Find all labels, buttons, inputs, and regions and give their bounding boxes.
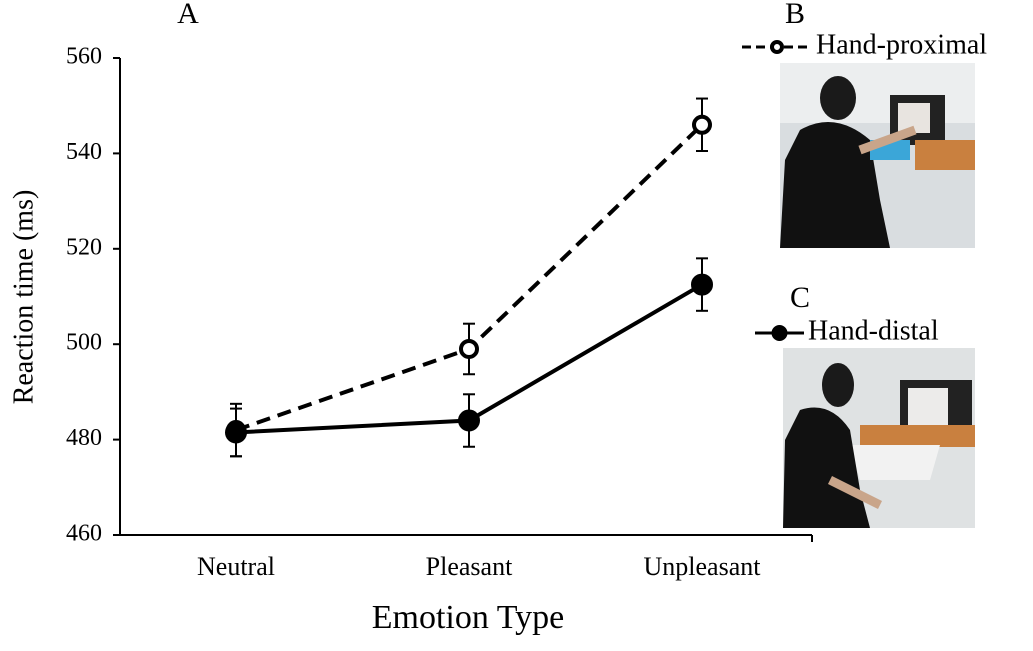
marker bbox=[692, 114, 712, 135]
marker bbox=[691, 273, 713, 296]
y-tick-label: 520 bbox=[66, 234, 102, 260]
legend-marker bbox=[771, 325, 788, 341]
marker bbox=[459, 338, 479, 359]
y-tick-label: 500 bbox=[66, 330, 102, 356]
y-tick-label: 540 bbox=[66, 139, 102, 165]
panel-label: C bbox=[790, 281, 810, 314]
marker bbox=[458, 409, 480, 432]
legend-label: Hand-proximal bbox=[816, 29, 987, 60]
y-tick-label: 460 bbox=[66, 521, 102, 547]
photo-hand-proximal bbox=[780, 63, 975, 248]
legend-marker bbox=[770, 40, 784, 54]
panel-label: B bbox=[785, 0, 805, 30]
y-axis-label: Reaction time (ms) bbox=[8, 190, 39, 405]
x-tick-label: Neutral bbox=[197, 552, 275, 581]
x-tick-label: Pleasant bbox=[426, 552, 513, 581]
x-tick-label: Unpleasant bbox=[644, 552, 762, 581]
photo-hand-distal bbox=[783, 348, 975, 528]
y-tick-label: 480 bbox=[66, 425, 102, 451]
panel-label: A bbox=[177, 0, 199, 30]
series-line bbox=[235, 123, 704, 432]
y-tick-label: 560 bbox=[66, 44, 102, 70]
marker bbox=[225, 421, 247, 444]
legend-label: Hand-distal bbox=[808, 315, 939, 346]
x-axis-label: Emotion Type bbox=[372, 599, 564, 636]
